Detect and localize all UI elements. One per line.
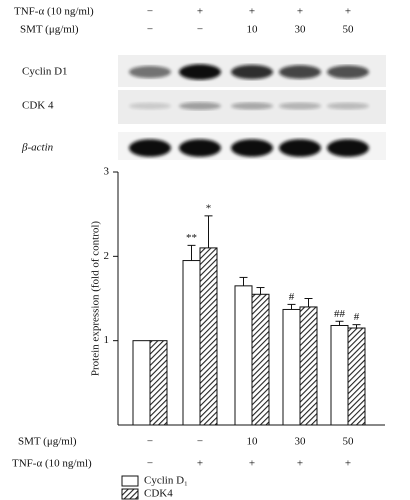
row-value: + — [197, 6, 203, 18]
significance: ** — [186, 232, 197, 244]
legend-swatch — [121, 488, 139, 500]
band-label: β-actin — [21, 142, 54, 154]
significance: ## — [334, 308, 346, 320]
y-tick-label: 1 — [104, 334, 110, 346]
y-tick-label: 2 — [104, 250, 110, 262]
significance: # — [289, 291, 295, 303]
blot-band — [327, 65, 369, 79]
condition-value: + — [345, 458, 351, 470]
blot-band — [129, 139, 171, 157]
bar — [299, 306, 318, 426]
bar — [182, 260, 201, 426]
blot-band — [231, 139, 273, 157]
legend-label: Cyclin D₁ — [144, 475, 188, 487]
y-tick-label: 3 — [104, 166, 110, 178]
blot-band — [279, 139, 321, 157]
bar — [251, 293, 270, 426]
blot-band — [129, 65, 171, 79]
y-axis-label: Protein expression (fold of control) — [90, 221, 102, 377]
row-value: − — [197, 24, 203, 36]
row-value: + — [249, 6, 255, 18]
condition-value: − — [147, 436, 153, 448]
condition-label: TNF-α (10 ng/ml) — [12, 458, 92, 470]
significance: # — [354, 311, 360, 323]
row-value: − — [147, 6, 153, 18]
bar — [234, 285, 253, 426]
row-value: 10 — [247, 24, 259, 36]
legend-label: CDK4 — [144, 488, 173, 500]
bar — [330, 324, 349, 426]
blot-band — [231, 64, 273, 80]
condition-value: 50 — [343, 436, 355, 448]
row-label: SMT (μg/ml) — [20, 24, 79, 36]
band-label: CDK 4 — [22, 100, 54, 112]
row-value: − — [147, 24, 153, 36]
blot-band — [179, 64, 221, 80]
blot-band — [279, 102, 321, 110]
blot-band — [327, 102, 369, 110]
blot-band — [179, 139, 221, 157]
condition-value: + — [197, 458, 203, 470]
band-label: Cyclin D1 — [22, 66, 68, 78]
bar — [282, 308, 301, 426]
row-value: + — [345, 6, 351, 18]
row-label: TNF-α (10 ng/ml) — [14, 6, 94, 18]
condition-value: − — [147, 458, 153, 470]
condition-value: − — [197, 436, 203, 448]
blot-band — [231, 102, 273, 110]
bar — [347, 327, 366, 426]
bar — [149, 340, 168, 426]
condition-value: 10 — [247, 436, 259, 448]
blot-band — [327, 139, 369, 157]
blot-band — [129, 102, 171, 110]
blot-band — [279, 65, 321, 79]
bar — [132, 340, 151, 426]
condition-label: SMT (μg/ml) — [18, 436, 77, 448]
row-value: 30 — [295, 24, 307, 36]
bar — [199, 247, 218, 426]
row-value: 50 — [343, 24, 355, 36]
significance: * — [206, 202, 212, 214]
blot-band — [179, 102, 221, 110]
condition-value: 30 — [295, 436, 307, 448]
row-value: + — [297, 6, 303, 18]
condition-value: + — [297, 458, 303, 470]
legend-swatch — [121, 475, 139, 487]
condition-value: + — [249, 458, 255, 470]
